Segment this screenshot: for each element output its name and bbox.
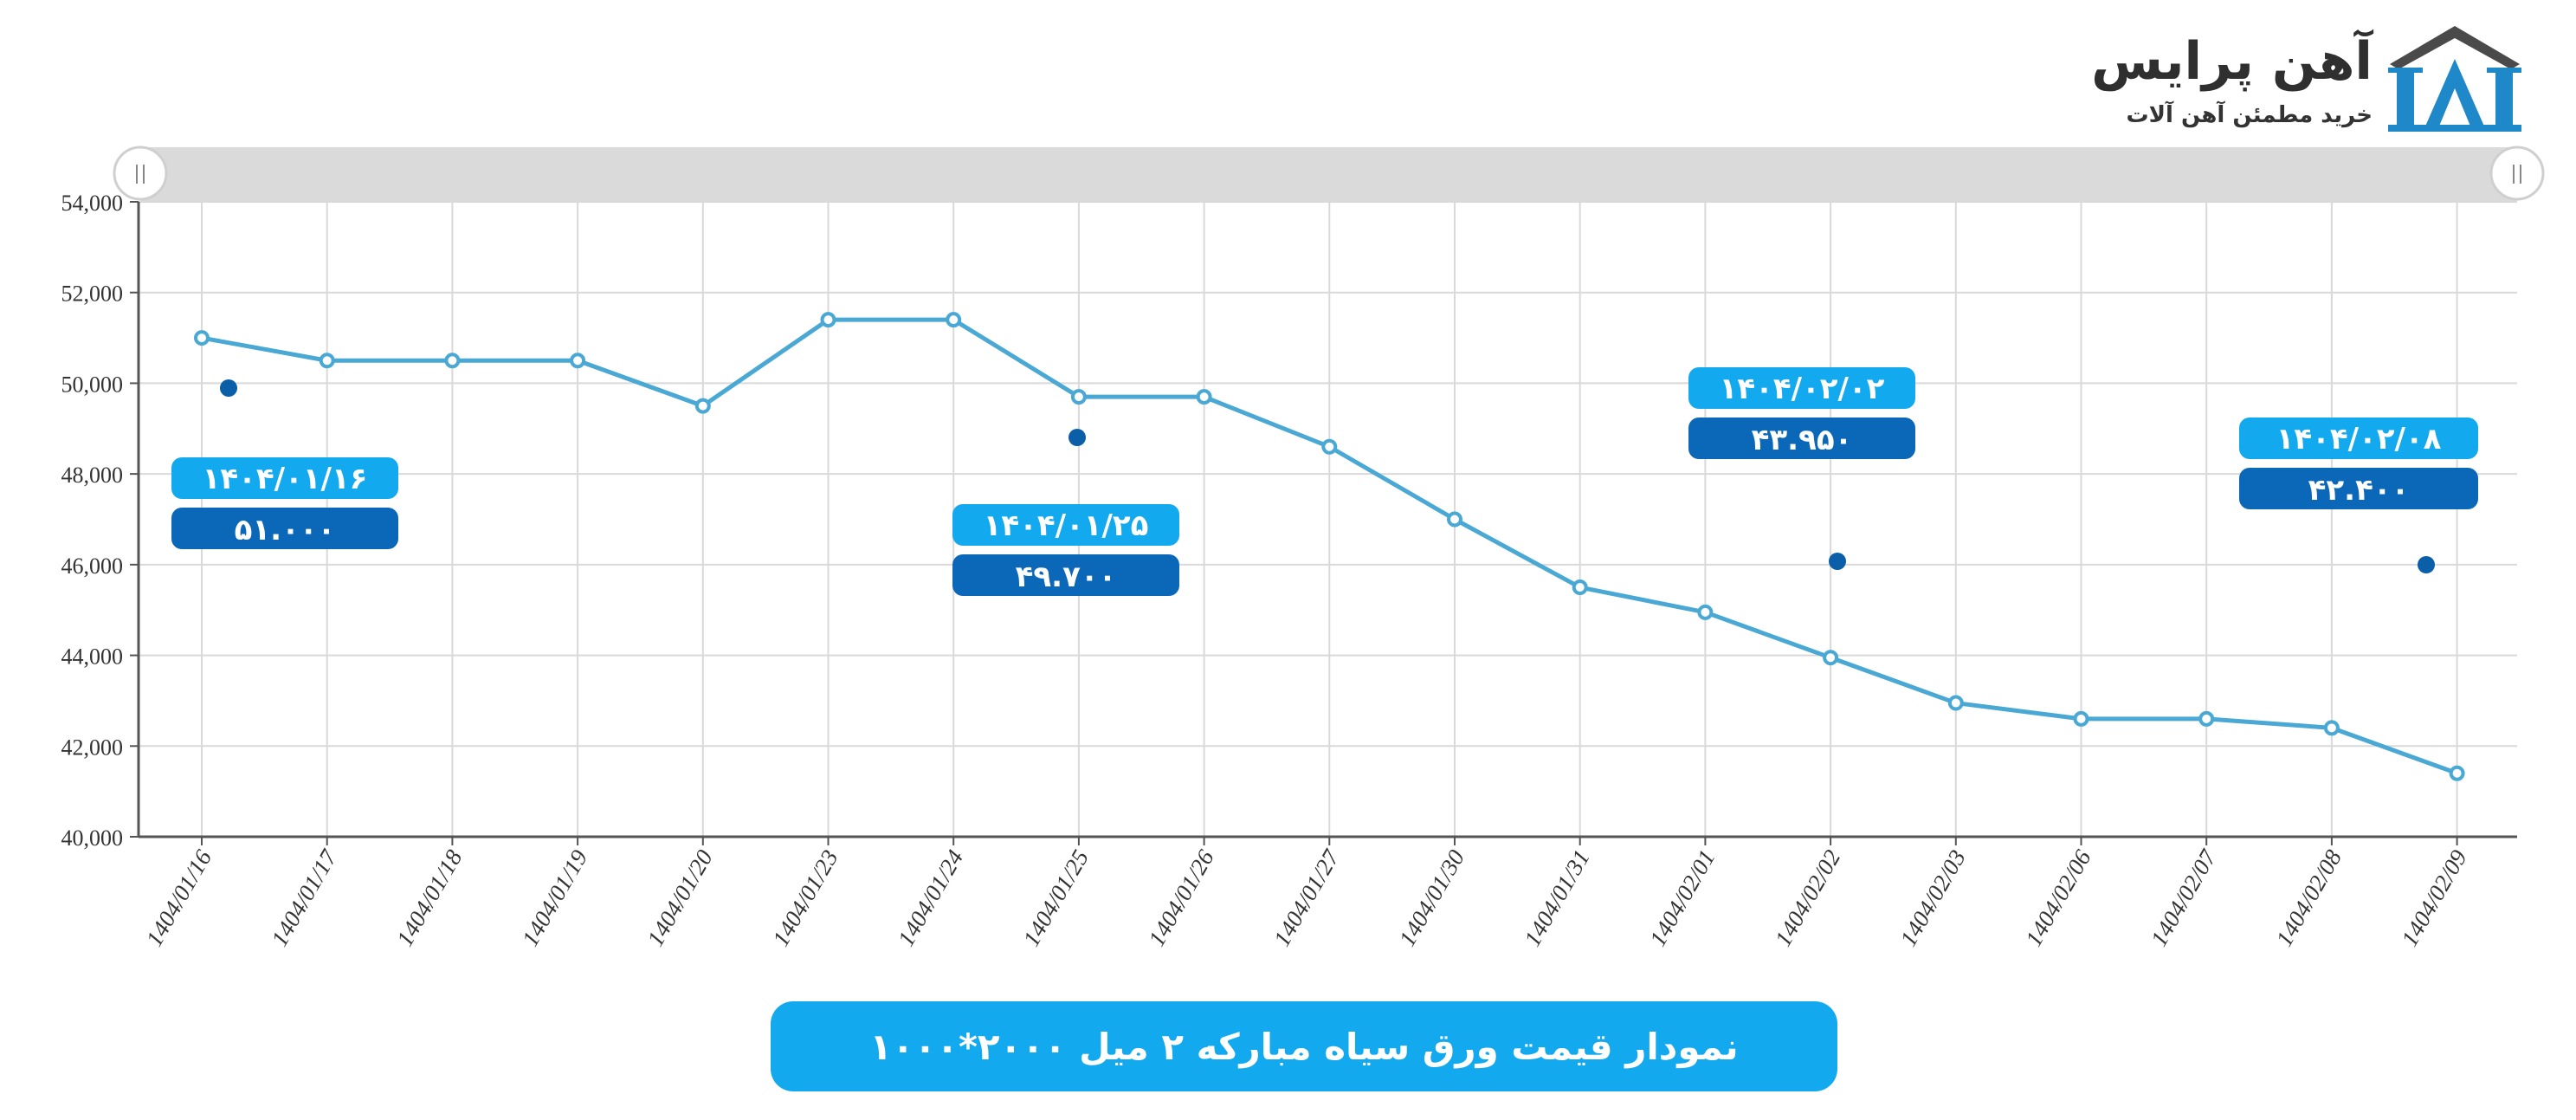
- annotation-value-box: [952, 554, 1179, 596]
- annotation-value-box: [2239, 468, 2478, 509]
- annotation-date-box: [1688, 367, 1915, 409]
- annotation-date: ۱۴۰۴/۰۲/۰۸: [2276, 422, 2442, 456]
- x-tick-label: 1404/01/18: [391, 845, 468, 951]
- data-point[interactable]: [444, 353, 461, 369]
- annotation-date-box: [171, 457, 398, 499]
- brand-name: آهن پرایس: [2091, 31, 2373, 92]
- data-point[interactable]: [1697, 604, 1714, 620]
- annotation-value: ۵۱.۰۰۰: [235, 513, 336, 547]
- annotation-value-box: [171, 508, 398, 549]
- chart-caption-box: نمودار قیمت ورق سیاه مبارکه ۲ میل ۲۰۰۰*۱…: [771, 1001, 1837, 1091]
- chart-caption: نمودار قیمت ورق سیاه مبارکه ۲ میل ۲۰۰۰*۱…: [869, 1025, 1739, 1068]
- annotation-dot: [1068, 429, 1086, 446]
- data-point[interactable]: [2323, 720, 2340, 736]
- data-point[interactable]: [820, 312, 836, 328]
- annotation-value: ۴۲.۴۰۰: [2308, 473, 2410, 508]
- annotation-callout: ۱۴۰۴/۰۱/۲۵ ۴۹.۷۰۰: [952, 429, 1179, 596]
- x-tick-labels: 1404/01/16 1404/01/17 1404/01/18 1404/01/19…: [141, 837, 2472, 951]
- y-tick-labels: 40,000 42,000 44,000 46,000 48,000 50,000 52,0…: [61, 191, 139, 851]
- x-tick-label: 1404/01/25: [1018, 845, 1094, 951]
- annotation-date: ۱۴۰۴/۰۱/۱۶: [203, 462, 368, 496]
- annotation-date: ۱۴۰۴/۰۲/۰۲: [1720, 372, 1885, 406]
- data-point[interactable]: [2073, 710, 2089, 727]
- data-point[interactable]: [2449, 765, 2465, 781]
- data-point[interactable]: [1196, 389, 1212, 405]
- annotation-value-box: [1688, 418, 1915, 459]
- annotation-dot: [2418, 556, 2435, 573]
- y-tick-label: 42,000: [61, 735, 124, 760]
- x-tick-label: 1404/01/17: [266, 845, 342, 951]
- annotation-dot: [220, 379, 237, 397]
- data-point[interactable]: [946, 312, 962, 328]
- y-tick-label: 46,000: [61, 554, 124, 579]
- data-point[interactable]: [1572, 579, 1588, 596]
- x-tick-label: 1404/02/06: [2020, 845, 2096, 951]
- data-point[interactable]: [1947, 695, 1964, 711]
- data-point[interactable]: [570, 353, 586, 369]
- annotation-dot: [1829, 553, 1846, 570]
- x-tick-label: 1404/02/09: [2396, 845, 2472, 951]
- y-tick-label: 44,000: [61, 644, 124, 670]
- data-point[interactable]: [1447, 511, 1462, 528]
- y-tick-label: 52,000: [61, 282, 124, 307]
- data-point[interactable]: [1321, 438, 1338, 455]
- data-point[interactable]: [194, 330, 210, 346]
- x-tick-label: 1404/01/27: [1269, 845, 1345, 951]
- x-tick-label: 1404/02/07: [2146, 845, 2222, 951]
- annotation-date-box: [952, 504, 1179, 546]
- series-line: [194, 312, 2465, 781]
- brand-logo: آهن پرایس خرید مطمئن آهن آلات: [2091, 23, 2528, 135]
- data-point[interactable]: [2198, 710, 2215, 727]
- x-tick-label: 1404/02/02: [1770, 845, 1845, 951]
- range-scrollbar[interactable]: [113, 146, 2545, 201]
- x-tick-label: 1404/01/16: [141, 845, 217, 951]
- annotation-callout: ۱۴۰۴/۰۱/۱۶ ۵۱.۰۰۰: [171, 379, 398, 549]
- building-roof-logo-icon: [2388, 26, 2521, 132]
- data-point[interactable]: [1823, 650, 1839, 666]
- x-tick-label: 1404/01/26: [1143, 845, 1219, 951]
- annotation-callout: ۱۴۰۴/۰۲/۰۸ ۴۲.۴۰۰: [2239, 418, 2478, 573]
- y-tick-label: 48,000: [61, 463, 124, 488]
- x-tick-label: 1404/01/31: [1519, 845, 1594, 951]
- annotation-callout: ۱۴۰۴/۰۲/۰۲ ۴۳.۹۵۰: [1688, 367, 1915, 570]
- annotation-date-box: [2239, 418, 2478, 459]
- x-tick-label: 1404/02/08: [2271, 845, 2347, 951]
- x-tick-label: 1404/01/20: [642, 845, 719, 951]
- annotation-value: ۴۹.۷۰۰: [1016, 560, 1117, 594]
- data-point[interactable]: [319, 353, 335, 369]
- y-tick-label: 40,000: [61, 825, 124, 851]
- x-tick-label: 1404/01/19: [517, 845, 593, 951]
- data-point[interactable]: [1070, 389, 1087, 405]
- brand-tagline: خرید مطمئن آهن آلات: [2126, 102, 2373, 128]
- x-tick-label: 1404/01/24: [893, 845, 968, 951]
- x-tick-label: 1404/02/01: [1644, 845, 1720, 951]
- y-tick-label: 50,000: [61, 372, 124, 397]
- x-tick-label: 1404/01/30: [1394, 845, 1470, 951]
- scrollbar-track[interactable]: [140, 147, 2517, 201]
- axes: [137, 202, 2517, 838]
- y-tick-label: 54,000: [61, 191, 124, 216]
- annotations: ۱۴۰۴/۰۱/۱۶ ۵۱.۰۰۰ ۱۴۰۴/۰۱/۲۵ ۴۹.۷۰۰ ۱۴۰۴/۰۲/…: [171, 367, 2478, 596]
- grid: [139, 201, 2517, 838]
- annotation-value: ۴۳.۹۵۰: [1752, 423, 1853, 457]
- data-point[interactable]: [694, 398, 711, 414]
- scroll-handle-left[interactable]: [113, 146, 168, 201]
- annotation-date: ۱۴۰۴/۰۱/۲۵: [984, 508, 1149, 543]
- x-tick-label: 1404/01/23: [767, 845, 843, 951]
- x-tick-label: 1404/02/03: [1895, 845, 1971, 951]
- scroll-handle-right[interactable]: [2489, 146, 2545, 201]
